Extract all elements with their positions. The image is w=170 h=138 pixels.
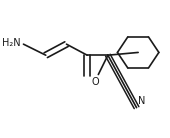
Text: H₂N: H₂N: [2, 38, 20, 48]
Text: N: N: [138, 96, 146, 106]
Text: O: O: [92, 77, 100, 87]
